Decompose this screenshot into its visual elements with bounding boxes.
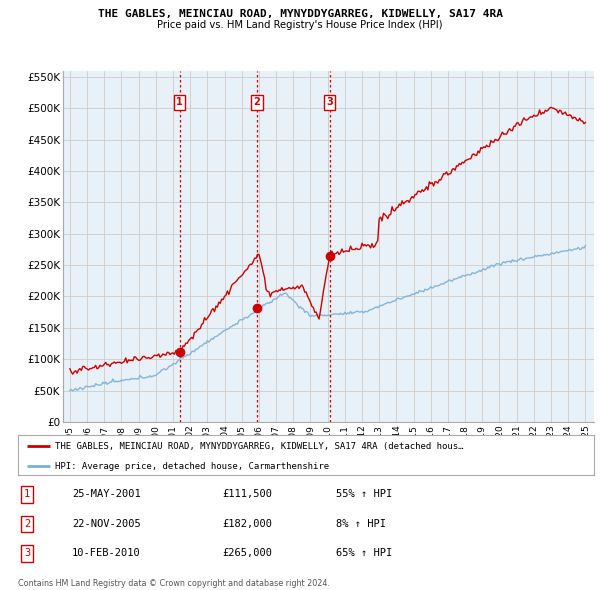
Text: 55% ↑ HPI: 55% ↑ HPI [336, 490, 392, 499]
Text: £265,000: £265,000 [222, 549, 272, 558]
Text: 10-FEB-2010: 10-FEB-2010 [72, 549, 141, 558]
Text: 65% ↑ HPI: 65% ↑ HPI [336, 549, 392, 558]
Text: £182,000: £182,000 [222, 519, 272, 529]
Text: 2: 2 [254, 97, 260, 107]
Text: THE GABLES, MEINCIAU ROAD, MYNYDDYGARREG, KIDWELLY, SA17 4RA: THE GABLES, MEINCIAU ROAD, MYNYDDYGARREG… [97, 9, 503, 19]
Text: 8% ↑ HPI: 8% ↑ HPI [336, 519, 386, 529]
Text: 3: 3 [24, 549, 30, 558]
Text: THE GABLES, MEINCIAU ROAD, MYNYDDYGARREG, KIDWELLY, SA17 4RA (detached hous…: THE GABLES, MEINCIAU ROAD, MYNYDDYGARREG… [55, 441, 464, 451]
Text: 3: 3 [326, 97, 333, 107]
Text: 25-MAY-2001: 25-MAY-2001 [72, 490, 141, 499]
Text: 2: 2 [24, 519, 30, 529]
Text: 1: 1 [176, 97, 183, 107]
Text: Price paid vs. HM Land Registry's House Price Index (HPI): Price paid vs. HM Land Registry's House … [157, 20, 443, 30]
Text: 22-NOV-2005: 22-NOV-2005 [72, 519, 141, 529]
Text: 1: 1 [24, 490, 30, 499]
Text: £111,500: £111,500 [222, 490, 272, 499]
Text: Contains HM Land Registry data © Crown copyright and database right 2024.
This d: Contains HM Land Registry data © Crown c… [18, 579, 330, 590]
Text: HPI: Average price, detached house, Carmarthenshire: HPI: Average price, detached house, Carm… [55, 461, 329, 471]
